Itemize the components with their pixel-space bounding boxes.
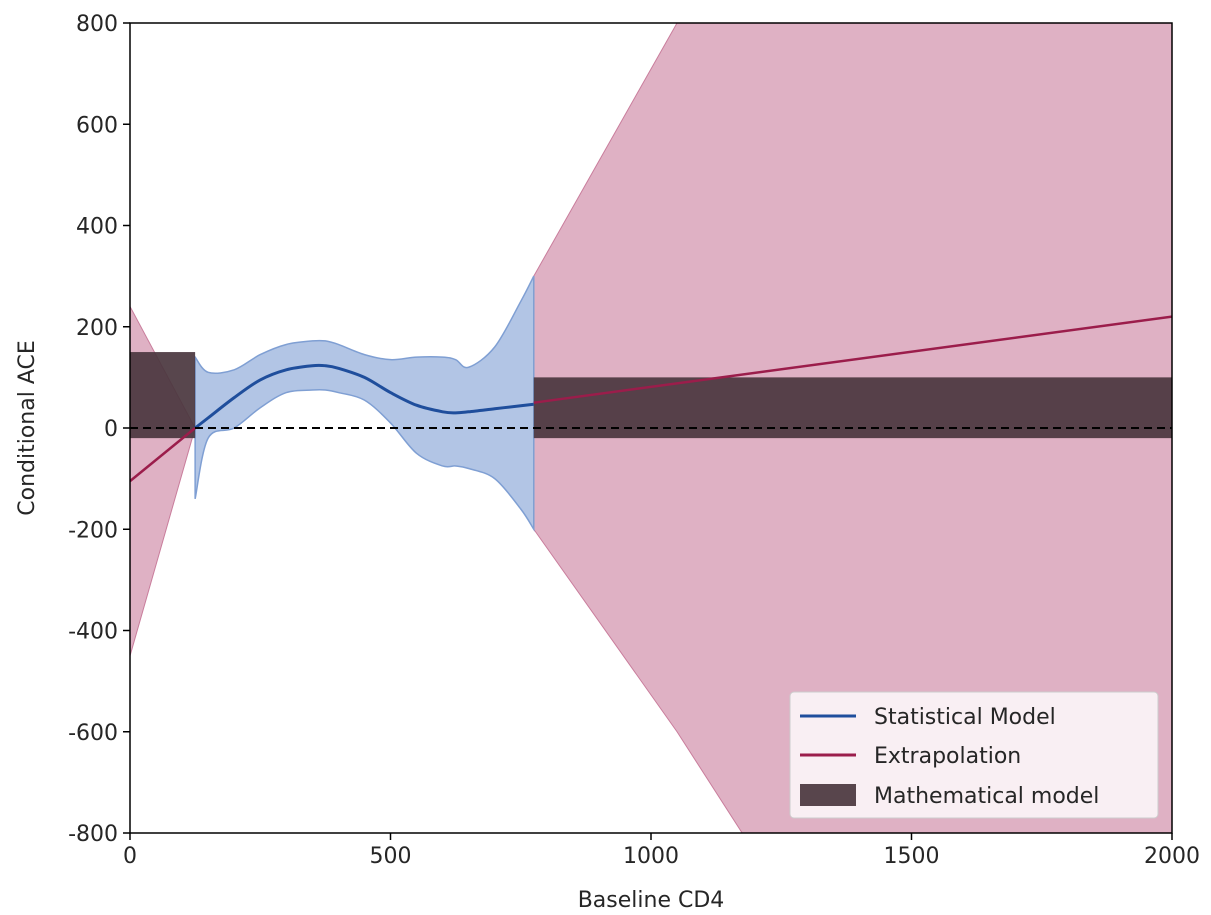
x-tick-label: 1500 [884, 844, 940, 869]
legend-swatch-mathematical-model [800, 784, 856, 806]
y-tick-label: 400 [76, 215, 118, 240]
extrapolation-line-2 [533, 315, 1172, 404]
x-axis-label: Baseline CD4 [578, 888, 725, 913]
x-tick-label: 500 [370, 844, 412, 869]
y-tick-label: -600 [68, 721, 118, 746]
legend-label-statistical-model: Statistical Model [874, 705, 1056, 730]
legend-box [789, 691, 1159, 819]
y-tick-label: 200 [76, 316, 118, 341]
x-tick-label: 2000 [1144, 844, 1200, 869]
legend-label-extrapolation: Extrapolation [874, 744, 1021, 769]
extrapolation-line-1 [130, 427, 196, 483]
y-tick-label: 800 [76, 12, 118, 37]
y-tick-label: -400 [68, 620, 118, 645]
y-axis-label: Conditional ACE [15, 340, 40, 516]
legend: Statistical Model Extrapolation Mathematic… [789, 691, 1159, 819]
x-tick-label: 1000 [623, 844, 679, 869]
mathematical-model-rect-2 [533, 377, 1172, 439]
x-tick-label: 0 [123, 844, 137, 869]
y-tick-label: 600 [76, 113, 118, 138]
legend-label-mathematical-model: Mathematical model [874, 784, 1099, 809]
statistical-model-line [194, 363, 534, 430]
mathematical-model-rect-1 [130, 352, 196, 439]
statistical-model-band [194, 275, 535, 532]
y-tick-label: -800 [68, 822, 118, 847]
y-tick-label: -200 [68, 518, 118, 543]
axes: 0 500 1000 1500 2000 -800 -600 -400 -200 0 200 400 6… [68, 12, 1200, 869]
series-lines [130, 315, 1172, 483]
y-tick-label: 0 [104, 417, 118, 442]
